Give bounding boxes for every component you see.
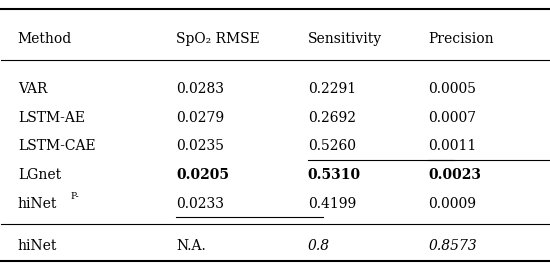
Text: 0.4199: 0.4199 — [308, 197, 356, 211]
Text: 0.0011: 0.0011 — [428, 139, 476, 153]
Text: 0.0235: 0.0235 — [177, 139, 224, 153]
Text: 0.0023: 0.0023 — [428, 168, 481, 182]
Text: 0.2692: 0.2692 — [308, 111, 356, 125]
Text: N.A.: N.A. — [177, 239, 206, 253]
Text: 0.0233: 0.0233 — [177, 197, 224, 211]
Text: hiNet: hiNet — [18, 197, 57, 211]
Text: LGnet: LGnet — [18, 168, 61, 182]
Text: 0.8: 0.8 — [308, 239, 330, 253]
Text: Precision: Precision — [428, 32, 494, 46]
Text: 0.8573: 0.8573 — [428, 239, 477, 253]
Text: LSTM-AE: LSTM-AE — [18, 111, 85, 125]
Text: Sensitivity: Sensitivity — [308, 32, 382, 46]
Text: 0.0205: 0.0205 — [177, 168, 229, 182]
Text: 0.0007: 0.0007 — [428, 111, 476, 125]
Text: 0.2291: 0.2291 — [308, 82, 356, 96]
Text: 0.0283: 0.0283 — [177, 82, 224, 96]
Text: 0.5310: 0.5310 — [308, 168, 361, 182]
Text: 0.0005: 0.0005 — [428, 82, 476, 96]
Text: SpO₂ RMSE: SpO₂ RMSE — [177, 32, 260, 46]
Text: 0.0279: 0.0279 — [177, 111, 224, 125]
Text: P-: P- — [70, 192, 79, 201]
Text: Method: Method — [18, 32, 72, 46]
Text: 0.5260: 0.5260 — [308, 139, 356, 153]
Text: 0.0009: 0.0009 — [428, 197, 476, 211]
Text: LSTM-CAE: LSTM-CAE — [18, 139, 96, 153]
Text: VAR: VAR — [18, 82, 47, 96]
Text: hiNet: hiNet — [18, 239, 57, 253]
